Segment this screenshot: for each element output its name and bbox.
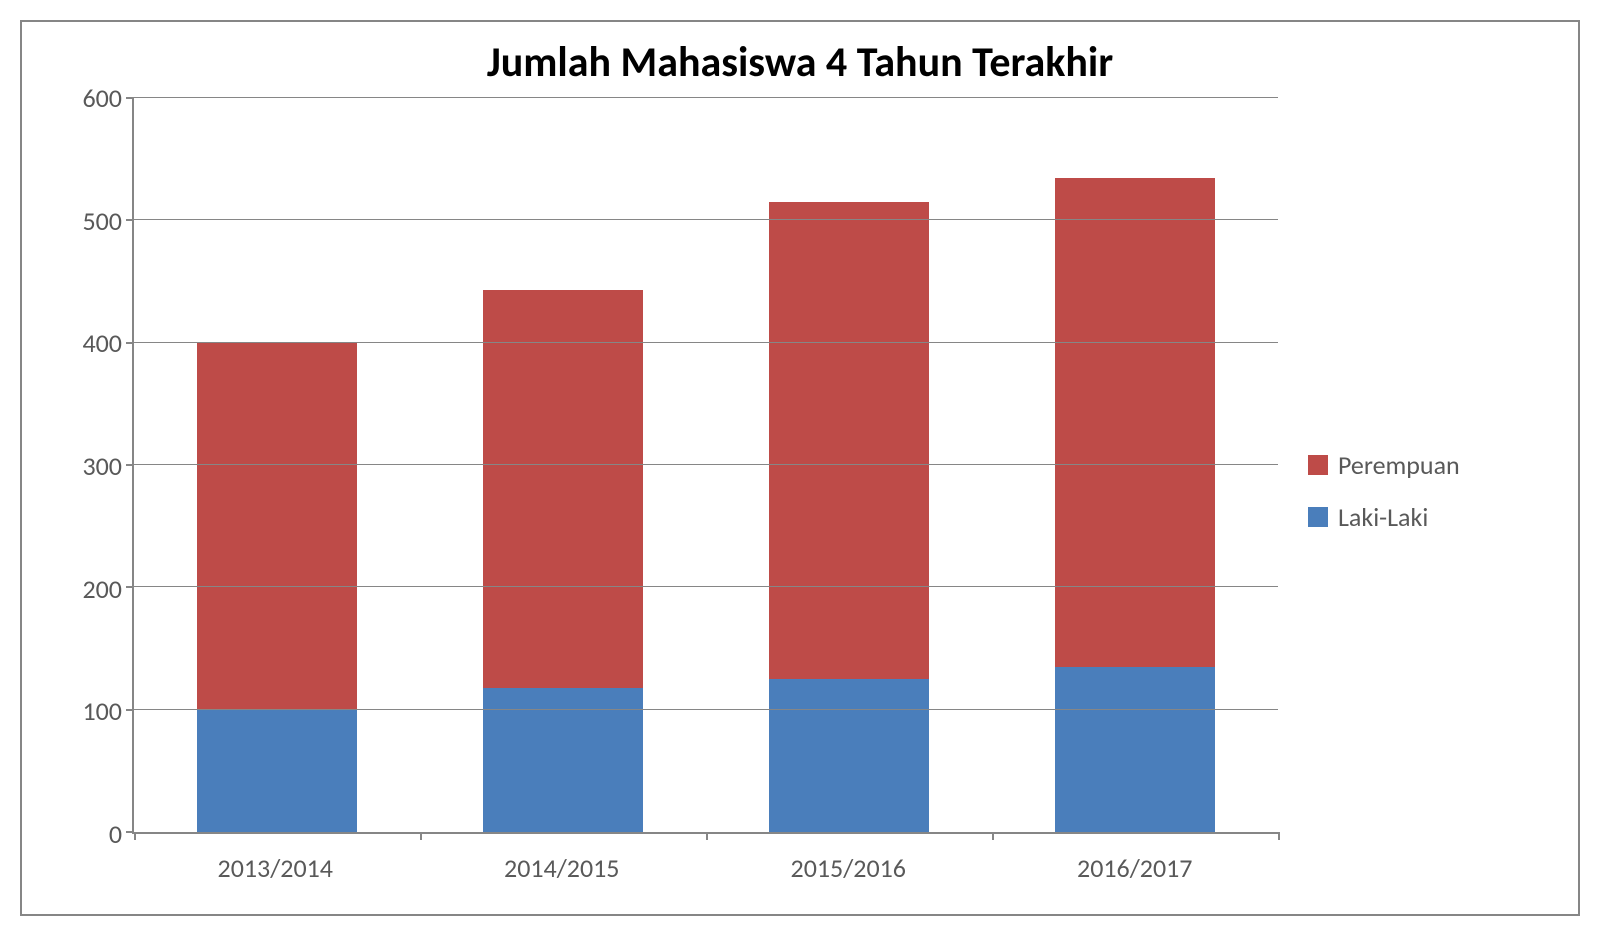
legend-label: Laki-Laki xyxy=(1338,501,1428,533)
gridline xyxy=(134,464,1278,465)
y-tick-label: 0 xyxy=(109,818,122,850)
y-tick-mark xyxy=(126,586,134,588)
x-tick-label: 2016/2017 xyxy=(992,834,1279,884)
bar xyxy=(1055,98,1215,832)
x-axis: 2013/20142014/20152015/20162016/2017 xyxy=(132,834,1278,884)
bar-slot xyxy=(992,98,1278,832)
bar xyxy=(197,98,357,832)
bar-segment xyxy=(1055,178,1215,667)
gridline xyxy=(134,342,1278,343)
bars-layer xyxy=(134,98,1278,832)
plot-row: 0100200300400500600 xyxy=(52,98,1278,834)
x-tick-mark xyxy=(420,832,422,840)
legend-swatch xyxy=(1308,455,1328,475)
bar-segment xyxy=(197,343,357,710)
plot-wrap: 0100200300400500600 2013/20142014/201520… xyxy=(52,98,1278,884)
y-tick-mark xyxy=(126,219,134,221)
legend-item: Laki-Laki xyxy=(1308,501,1548,533)
legend: Perempuan Laki-Laki xyxy=(1298,98,1548,884)
chart-container: Jumlah Mahasiswa 4 Tahun Terakhir 0 100 20… xyxy=(20,20,1580,916)
bar xyxy=(769,98,929,832)
x-tick-mark xyxy=(706,832,708,840)
legend-item: Perempuan xyxy=(1308,449,1548,481)
x-tick-label: 2015/2016 xyxy=(705,834,992,884)
gridline xyxy=(134,586,1278,587)
legend-swatch xyxy=(1308,507,1328,527)
bar-segment xyxy=(483,290,643,688)
bar-segment xyxy=(769,679,929,832)
gridline xyxy=(134,709,1278,710)
bar-slot xyxy=(134,98,420,832)
y-tick-mark xyxy=(126,464,134,466)
bar xyxy=(483,98,643,832)
y-tick-mark xyxy=(126,342,134,344)
bar-segment xyxy=(769,202,929,679)
y-tick-mark xyxy=(126,97,134,99)
y-axis: 0100200300400500600 xyxy=(52,98,132,834)
bar-slot xyxy=(420,98,706,832)
chart-body: 0100200300400500600 2013/20142014/201520… xyxy=(52,98,1548,884)
y-tick-label: 500 xyxy=(82,205,122,237)
bar-segment xyxy=(197,710,357,832)
y-tick-mark xyxy=(126,831,134,833)
chart-title: Jumlah Mahasiswa 4 Tahun Terakhir xyxy=(52,37,1548,88)
gridline xyxy=(134,219,1278,220)
y-tick-label: 200 xyxy=(82,573,122,605)
y-tick-label: 600 xyxy=(82,82,122,114)
x-tick-label: 2014/2015 xyxy=(419,834,706,884)
y-tick-label: 100 xyxy=(82,695,122,727)
bar-segment xyxy=(1055,667,1215,832)
x-tick-mark xyxy=(1278,832,1280,840)
y-tick-label: 300 xyxy=(82,450,122,482)
bar-slot xyxy=(706,98,992,832)
x-tick-label: 2013/2014 xyxy=(132,834,419,884)
x-tick-mark xyxy=(992,832,994,840)
y-tick-label: 400 xyxy=(82,327,122,359)
legend-label: Perempuan xyxy=(1338,449,1460,481)
gridline xyxy=(134,97,1278,98)
plot-area xyxy=(132,98,1278,834)
x-tick-mark xyxy=(134,832,136,840)
y-tick-mark xyxy=(126,709,134,711)
